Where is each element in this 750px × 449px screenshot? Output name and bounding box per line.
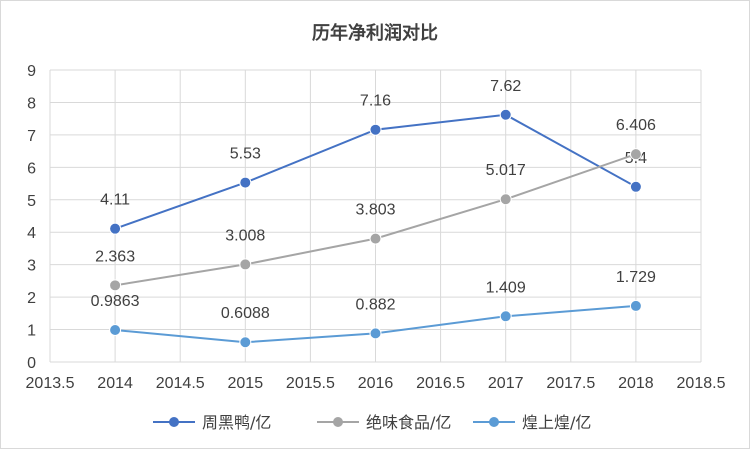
data-point — [629, 148, 642, 161]
legend-marker-swatch — [333, 417, 343, 427]
data-label: 5.53 — [230, 146, 261, 163]
data-point — [499, 193, 512, 206]
legend-item: 煌上煌/亿 — [473, 413, 591, 432]
data-label: 4.11 — [100, 192, 130, 209]
data-label: 7.16 — [360, 93, 391, 110]
data-label: 7.62 — [490, 78, 521, 95]
series-group: 0.9863 0.6088 0.882 1.409 1.729 — [91, 269, 656, 349]
legend-marker-swatch — [489, 417, 499, 427]
legend-marker-swatch — [169, 417, 179, 427]
chart-title: 历年净利润对比 — [312, 22, 438, 44]
y-tick-label: 1 — [27, 323, 36, 340]
grid-lines — [49, 69, 702, 363]
x-tick-label: 2016.5 — [416, 375, 465, 392]
data-point — [369, 327, 382, 340]
y-tick-label: 8 — [27, 95, 36, 112]
data-label: 5.017 — [486, 162, 526, 179]
y-tick-label: 5 — [27, 193, 36, 210]
data-point — [499, 310, 512, 323]
x-tick-label: 2018.5 — [677, 375, 726, 392]
data-label: 6.406 — [616, 117, 656, 134]
legend-label: 周黑鸭/亿 — [202, 413, 271, 432]
data-point — [369, 123, 382, 136]
data-point — [499, 108, 512, 121]
plot-series: 4.115.537.167.625.42.3633.0083.8035.0176… — [91, 78, 656, 349]
data-label: 2.363 — [95, 248, 135, 265]
y-tick-label: 0 — [27, 355, 36, 372]
data-label: 3.803 — [355, 202, 395, 219]
y-tick-label: 4 — [27, 225, 36, 242]
y-tick-label: 9 — [27, 63, 36, 80]
series-group: 2.363 3.008 3.803 5.017 6.406 — [95, 117, 656, 292]
data-label: 1.729 — [616, 269, 656, 286]
data-point — [629, 299, 642, 312]
legend-label: 绝味食品/亿 — [366, 413, 451, 432]
y-tick-label: 2 — [27, 290, 36, 307]
x-tick-label: 2016 — [358, 375, 394, 392]
data-point — [109, 279, 122, 292]
legend-item: 周黑鸭/亿 — [153, 413, 271, 432]
legend-item: 绝味食品/亿 — [317, 413, 451, 432]
data-label: 1.409 — [486, 279, 526, 296]
x-tick-label: 2018 — [618, 375, 654, 392]
x-tick-label: 2014 — [97, 375, 133, 392]
data-point — [239, 258, 252, 271]
x-tick-label: 2017 — [488, 375, 524, 392]
data-label: 0.9863 — [91, 293, 140, 310]
data-point — [239, 176, 252, 189]
x-tick-label: 2014.5 — [156, 375, 205, 392]
data-point — [369, 232, 382, 245]
data-point — [629, 180, 642, 193]
series-group: 4.115.537.167.625.4 — [100, 78, 647, 235]
y-tick-label: 6 — [27, 160, 36, 177]
data-point — [239, 336, 252, 349]
y-tick-label: 7 — [27, 128, 36, 145]
x-tick-label: 2015 — [228, 375, 264, 392]
data-point — [109, 324, 122, 337]
x-tick-label: 2013.5 — [26, 375, 75, 392]
x-tick-label: 2015.5 — [286, 375, 335, 392]
legend-label: 煌上煌/亿 — [522, 413, 591, 432]
axes: 0 1 2 3 4 5 6 7 8 9 2013.5 2014 2014.5 2015 2015.5 2016… — [26, 63, 726, 392]
data-label: 3.008 — [225, 227, 265, 244]
data-point — [109, 222, 122, 235]
legend: 周黑鸭/亿 绝味食品/亿 煌上煌/亿 — [153, 413, 591, 432]
x-tick-label: 2017.5 — [546, 375, 595, 392]
data-label: 0.882 — [355, 296, 395, 313]
y-tick-label: 3 — [27, 258, 36, 275]
data-label: 0.6088 — [221, 305, 270, 322]
